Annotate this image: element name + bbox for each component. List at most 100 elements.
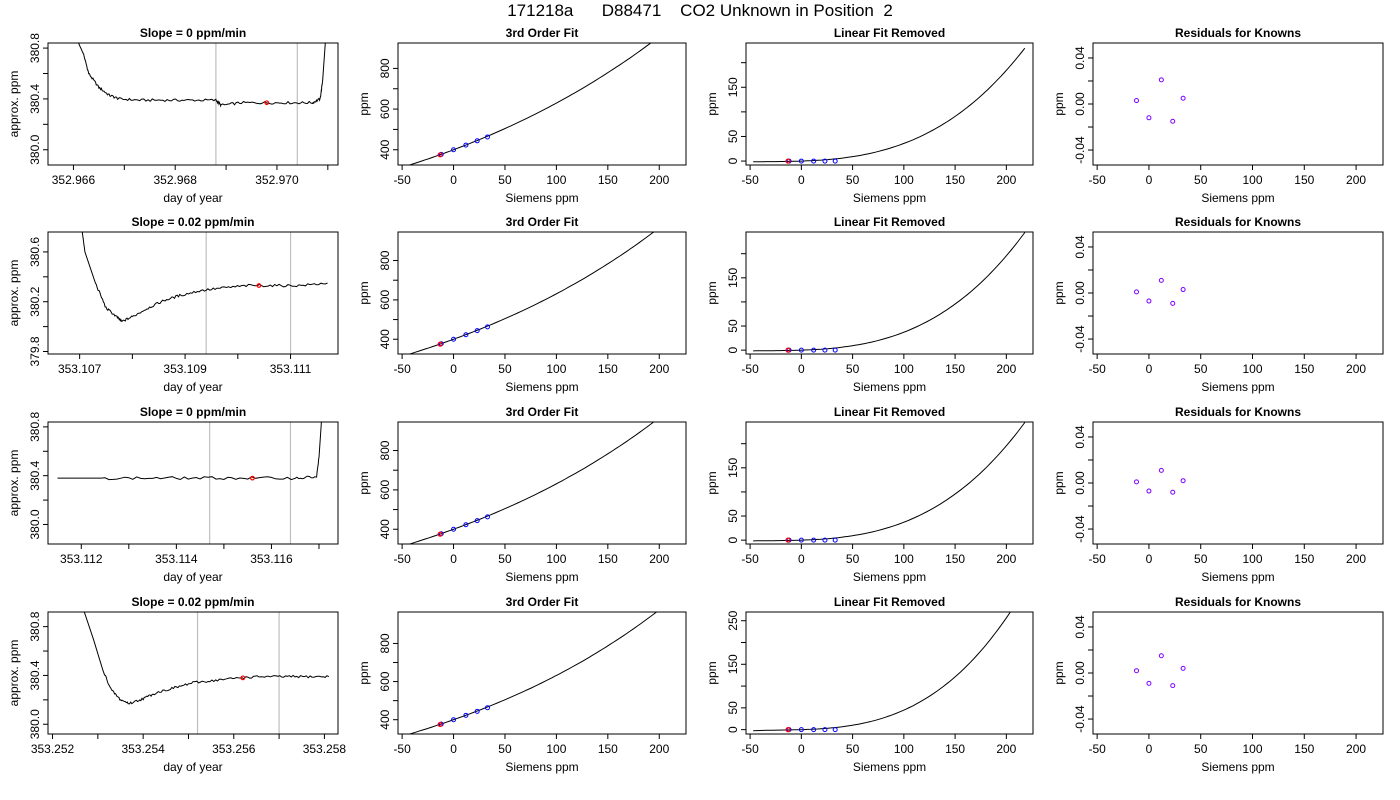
x-tick-label: 353.114: [155, 552, 198, 566]
plot-frame: [397, 42, 687, 166]
residual-point: [1146, 680, 1152, 686]
x-tick-label: 50: [846, 552, 860, 566]
residual-point: [1158, 467, 1164, 473]
x-tick-label: 150: [598, 173, 618, 187]
x-tick-label: 50: [498, 742, 512, 756]
known-point: [798, 158, 804, 164]
y-tick-label: 250: [726, 610, 740, 630]
x-tick-label: 200: [649, 173, 669, 187]
x-tick-label: 150: [598, 552, 618, 566]
unknown-marker: [250, 475, 255, 481]
x-tick-label: 352.968: [153, 173, 197, 187]
x-tick-label: 353.258: [303, 742, 347, 756]
y-tick-label: -0.04: [1073, 515, 1087, 543]
y-axis-label: ppm: [1052, 471, 1066, 494]
x-tick-label: 0: [798, 173, 805, 187]
y-tick-label: 400: [378, 709, 392, 729]
panel-title: Slope = 0 ppm/min: [140, 405, 246, 419]
plot-frame: [47, 42, 339, 166]
y-tick-label: 0.04: [1073, 425, 1087, 449]
known-point: [822, 537, 828, 543]
known-point: [832, 727, 838, 733]
y-tick-label: 400: [378, 139, 392, 159]
known-point: [822, 347, 828, 353]
known-point: [451, 717, 457, 723]
x-axis-label: Siemens ppm: [505, 191, 578, 205]
panel-1-1: Slope = 0 ppm/min 352.966 352.968 352.970 da…: [7, 26, 339, 205]
x-tick-label: 150: [1294, 742, 1314, 756]
panel-4-1: Slope = 0.02 ppm/min 353.252 353.254 353.25…: [7, 595, 346, 774]
known-point: [798, 347, 804, 353]
y-tick-label: 380.0: [28, 509, 42, 539]
residual-point: [1134, 289, 1139, 295]
x-tick-label: -50: [393, 552, 411, 566]
known-point: [451, 147, 457, 153]
x-tick-label: 50: [1194, 362, 1208, 376]
x-tick-label: -50: [1088, 742, 1106, 756]
known-point: [811, 537, 817, 543]
x-tick-label: 150: [1294, 173, 1314, 187]
x-axis-label: Siemens ppm: [853, 380, 926, 394]
x-tick-label: -50: [1088, 173, 1106, 187]
panel-title: Residuals for Knowns: [1175, 595, 1301, 609]
residual-point: [1180, 478, 1186, 484]
x-axis-label: Siemens ppm: [1201, 760, 1274, 774]
residual-point: [1180, 95, 1186, 101]
y-axis-label: ppm: [357, 471, 371, 494]
known-point: [463, 142, 469, 148]
y-axis-label: ppm: [357, 281, 371, 304]
y-tick-label: 0.00: [1073, 281, 1087, 305]
residual-point: [1180, 665, 1186, 671]
x-tick-label: 353.252: [31, 742, 75, 756]
y-tick-label: 400: [378, 519, 392, 539]
x-axis-label: Siemens ppm: [505, 760, 578, 774]
x-tick-label: 353.111: [270, 362, 312, 376]
x-tick-label: 150: [598, 362, 618, 376]
y-tick-label: 0.00: [1073, 661, 1087, 685]
x-tick-label: 200: [649, 552, 669, 566]
known-point: [832, 347, 838, 353]
panel-4-4: Residuals for Knowns -50 0 50 100 150 200 Sieme…: [1052, 595, 1384, 774]
x-tick-label: 50: [498, 173, 512, 187]
x-tick-label: 150: [1294, 362, 1314, 376]
y-tick-label: 50: [726, 319, 740, 333]
plot-frame: [745, 421, 1034, 545]
known-point: [811, 347, 817, 353]
y-tick-label: 800: [378, 58, 392, 78]
y-axis-label: ppm: [357, 661, 371, 684]
plot-frame: [745, 231, 1034, 355]
x-tick-label: 200: [996, 742, 1016, 756]
y-axis-label: ppm: [1052, 661, 1066, 684]
y-tick-label: 0: [726, 157, 740, 164]
x-tick-label: 50: [1194, 552, 1208, 566]
residual-point: [1134, 479, 1139, 485]
y-tick-label: 0.04: [1073, 235, 1087, 259]
known-point: [463, 522, 469, 528]
unknown-marker: [240, 675, 246, 681]
x-tick-label: 100: [1242, 173, 1262, 187]
x-axis-label: day of year: [163, 760, 222, 774]
fit-curve: [408, 612, 658, 734]
x-tick-label: 100: [894, 742, 914, 756]
x-tick-label: -50: [393, 173, 411, 187]
known-point: [822, 158, 828, 164]
unknown-point: [437, 721, 443, 728]
plot-frame: [745, 42, 1034, 166]
y-tick-label: 600: [378, 99, 392, 119]
y-tick-label: 380.4: [28, 660, 42, 690]
x-tick-label: -50: [741, 173, 759, 187]
panel-title: Slope = 0.02 ppm/min: [131, 215, 254, 229]
x-tick-label: 0: [450, 742, 457, 756]
x-tick-label: 100: [894, 552, 914, 566]
y-tick-label: 380.8: [28, 33, 42, 63]
known-point: [484, 514, 490, 520]
panel-title: Linear Fit Removed: [834, 405, 945, 419]
fit-curve: [753, 232, 1026, 352]
known-point: [832, 158, 838, 164]
x-tick-label: 353.254: [121, 742, 165, 756]
y-tick-label: 50: [726, 129, 740, 143]
known-point: [832, 537, 838, 543]
known-point: [474, 328, 480, 334]
figure-title: 171218a D88471 CO2 Unknown in Position 2: [507, 1, 893, 20]
series-line: [78, 43, 326, 108]
